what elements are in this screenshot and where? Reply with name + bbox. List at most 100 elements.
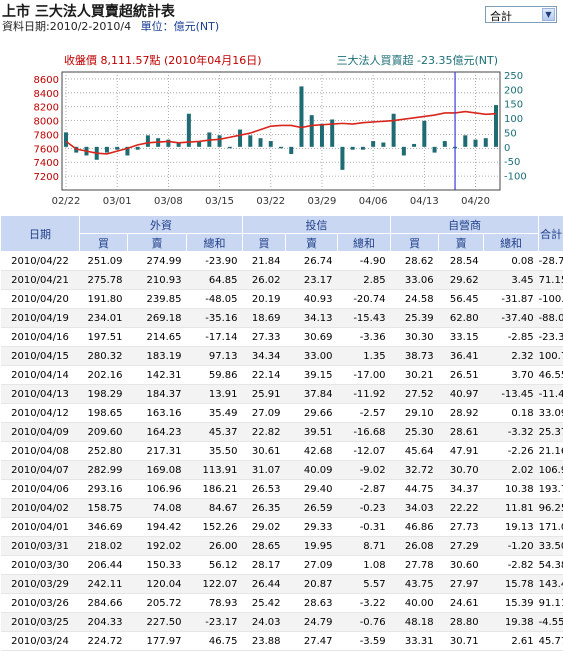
cell-value: 34.37 xyxy=(439,480,484,499)
cell-value: -23.17 xyxy=(187,613,243,632)
cell-value: 32.72 xyxy=(391,461,439,480)
cell-value: 40.93 xyxy=(286,290,338,309)
x-tick-label: 04/06 xyxy=(359,196,388,207)
col-header-dealer: 自營商 xyxy=(391,216,539,234)
net-buy-bar xyxy=(299,86,303,146)
cell-value: -13.45 xyxy=(484,385,539,404)
net-buy-bar xyxy=(474,140,478,147)
cell-value: 40.00 xyxy=(391,594,439,613)
cell-value: -3.32 xyxy=(484,423,539,442)
cell-value: 35.49 xyxy=(187,404,243,423)
cell-date: 2010/03/31 xyxy=(1,537,80,556)
x-tick-label: 03/15 xyxy=(205,196,234,207)
cell-date: 2010/04/08 xyxy=(1,442,80,461)
cell-value: 3.70 xyxy=(484,366,539,385)
net-buy-bar xyxy=(289,147,293,154)
col-header-total: 合計 xyxy=(539,216,563,252)
table-header-row-1: 日期 外資 投信 自營商 合計 xyxy=(1,216,563,234)
cell-date: 2010/04/07 xyxy=(1,461,80,480)
cell-value: 143.42 xyxy=(539,575,563,594)
cell-value: 198.65 xyxy=(80,404,128,423)
cell-value: -0.31 xyxy=(338,518,391,537)
y-left-tick-label: 7800 xyxy=(34,130,59,141)
cell-value: 35.50 xyxy=(187,442,243,461)
cell-value: 26.44 xyxy=(243,575,286,594)
cell-value: 33.15 xyxy=(439,328,484,347)
cell-date: 2010/04/09 xyxy=(1,423,80,442)
cell-value: 30.21 xyxy=(391,366,439,385)
cell-value: -17.14 xyxy=(187,328,243,347)
cell-value: 64.85 xyxy=(187,271,243,290)
cell-value: 28.65 xyxy=(243,537,286,556)
cell-value: 21.84 xyxy=(243,252,286,271)
cell-value: 27.09 xyxy=(286,556,338,575)
x-tick-label: 03/22 xyxy=(256,196,285,207)
cell-value: 252.80 xyxy=(80,442,128,461)
cell-value: 36.41 xyxy=(439,347,484,366)
cell-value: 269.18 xyxy=(128,309,187,328)
x-tick-label: 03/29 xyxy=(308,196,337,207)
cell-value: 33.06 xyxy=(391,271,439,290)
cell-value: 346.69 xyxy=(80,518,128,537)
y-left-tick-label: 8200 xyxy=(34,103,59,114)
cell-value: -20.74 xyxy=(338,290,391,309)
net-buy-bar xyxy=(248,135,252,147)
cell-value: -11.46 xyxy=(539,385,563,404)
cell-value: 282.99 xyxy=(80,461,128,480)
net-buy-bar xyxy=(146,135,150,147)
cell-value: 183.19 xyxy=(128,347,187,366)
cell-value: 28.54 xyxy=(439,252,484,271)
cell-value: 275.78 xyxy=(80,271,128,290)
cell-value: 46.75 xyxy=(187,632,243,651)
cell-value: 20.87 xyxy=(286,575,338,594)
cell-value: 28.92 xyxy=(439,404,484,423)
summary-type-select[interactable]: 合計 ▼ xyxy=(485,6,557,23)
institutional-trading-table: 日期 外資 投信 自營商 合計 買 賣 總和 買 賣 總和 買 賣 總和 201… xyxy=(0,215,563,651)
cell-value: 71.15 xyxy=(539,271,563,290)
x-tick-label: 04/20 xyxy=(461,196,490,207)
y-right-tick-label: 250 xyxy=(504,71,523,82)
cell-date: 2010/03/24 xyxy=(1,632,80,651)
cell-value: 27.73 xyxy=(439,518,484,537)
net-buy-bar xyxy=(402,147,406,156)
x-tick-label: 03/08 xyxy=(154,196,183,207)
cell-value: -16.68 xyxy=(338,423,391,442)
cell-value: 45.77 xyxy=(539,632,563,651)
cell-value: 15.78 xyxy=(484,575,539,594)
cell-value: 1.08 xyxy=(338,556,391,575)
net-buy-bar xyxy=(259,138,263,147)
cell-value: 42.68 xyxy=(286,442,338,461)
cell-value: 205.72 xyxy=(128,594,187,613)
cell-value: -3.22 xyxy=(338,594,391,613)
net-buy-bar xyxy=(484,138,488,147)
cell-date: 2010/04/16 xyxy=(1,328,80,347)
cell-value: 284.66 xyxy=(80,594,128,613)
net-buy-bar xyxy=(269,141,273,147)
cell-value: 39.15 xyxy=(286,366,338,385)
cell-value: -2.82 xyxy=(484,556,539,575)
cell-value: 26.08 xyxy=(391,537,439,556)
cell-date: 2010/04/14 xyxy=(1,366,80,385)
y-left-tick-label: 8000 xyxy=(34,117,59,128)
chevron-down-icon[interactable]: ▼ xyxy=(542,8,555,21)
cell-date: 2010/04/01 xyxy=(1,518,80,537)
cell-value: 29.62 xyxy=(439,271,484,290)
cell-value: 191.80 xyxy=(80,290,128,309)
col-header-dealer-net: 總和 xyxy=(484,234,539,252)
cell-value: 26.35 xyxy=(243,499,286,518)
cell-date: 2010/04/20 xyxy=(1,290,80,309)
cell-value: -2.87 xyxy=(338,480,391,499)
cell-value: 91.11 xyxy=(539,594,563,613)
cell-value: 45.64 xyxy=(391,442,439,461)
net-buy-bar xyxy=(279,147,283,148)
cell-value: 24.58 xyxy=(391,290,439,309)
cell-value: 31.07 xyxy=(243,461,286,480)
